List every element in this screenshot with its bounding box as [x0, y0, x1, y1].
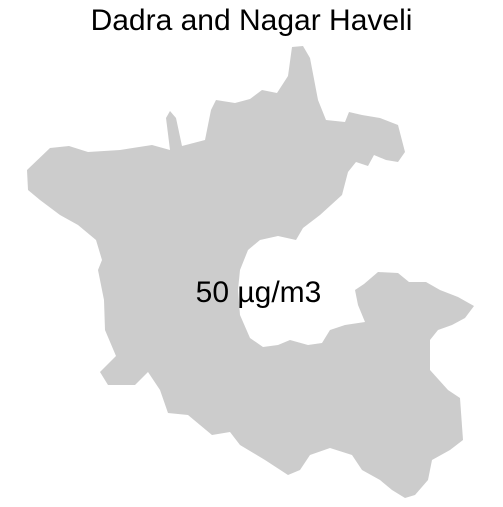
dadra-nagar-haveli-region: [27, 46, 474, 498]
value-label: 50 µg/m3: [195, 276, 322, 309]
map-title: Dadra and Nagar Haveli: [90, 4, 413, 37]
